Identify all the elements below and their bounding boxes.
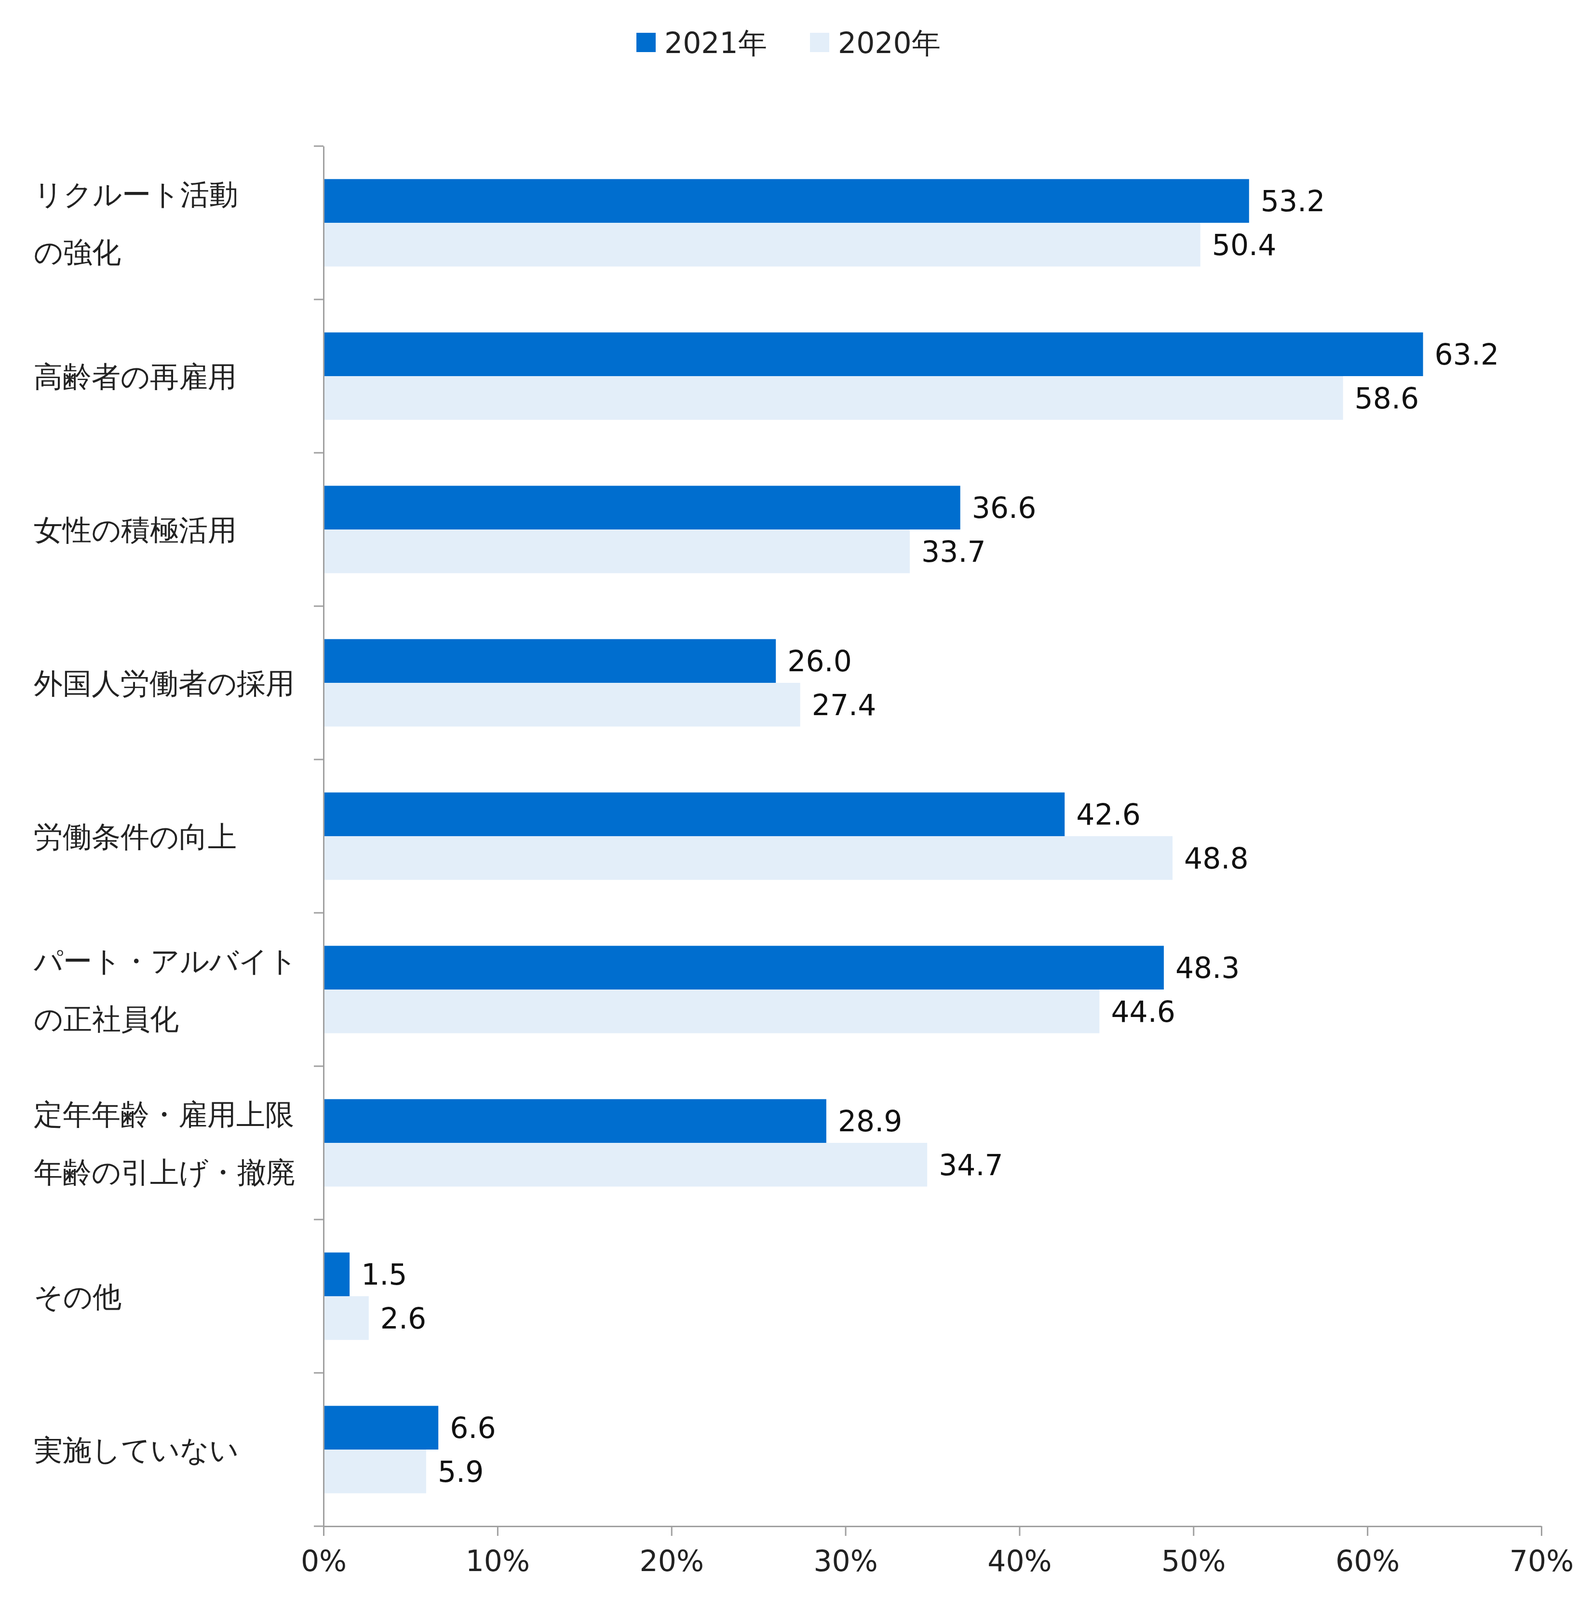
bar: [323, 835, 1173, 880]
tick-label: 50%: [1161, 1543, 1226, 1578]
data-label: 44.6: [1110, 994, 1176, 1029]
tick-mark: [1192, 1525, 1195, 1536]
tick-mark: [313, 145, 324, 148]
tick: 60%: [1335, 1525, 1400, 1578]
bar: [323, 1405, 439, 1450]
tick-mark: [313, 1525, 324, 1527]
tick-mark: [671, 1525, 673, 1536]
data-label: 63.2: [1434, 337, 1500, 372]
bar: [323, 1295, 369, 1340]
data-label: 1.5: [361, 1257, 407, 1292]
bar: [323, 1449, 427, 1494]
tick-label: 20%: [639, 1543, 704, 1578]
bar: [323, 1252, 350, 1296]
data-labels: 53.2 63.2 36.6 26.0 42.6 48.3 28.9 1.5 6.6 50.4 58…: [361, 184, 1499, 1489]
data-label: 27.4: [811, 687, 877, 722]
bar: [323, 682, 801, 727]
tick-mark: [313, 1218, 324, 1221]
category-label: 実施していない: [33, 1432, 239, 1467]
category-label: 女性の積極活用: [33, 512, 237, 547]
data-label: 48.3: [1175, 950, 1241, 985]
legend-label: 2020年: [837, 26, 941, 60]
data-label: 50.4: [1212, 228, 1277, 262]
series-bars: [323, 178, 1424, 1450]
data-label: 6.6: [449, 1410, 496, 1445]
tick: 10%: [465, 1525, 530, 1578]
bar: [323, 529, 910, 574]
tick: 70%: [1509, 1525, 1574, 1578]
bar: [323, 792, 1065, 836]
tick-mark: [1540, 1525, 1543, 1536]
y-axis: [323, 146, 324, 1527]
category-label: 労働条件の向上: [33, 819, 237, 854]
tick-mark: [1366, 1525, 1369, 1536]
tick-label: 70%: [1509, 1543, 1574, 1578]
category-label: リクルート活動の強化: [33, 177, 239, 270]
series-bars: [323, 222, 1344, 1494]
data-label: 36.6: [971, 490, 1037, 525]
tick-mark: [1018, 1525, 1021, 1536]
tick-mark: [323, 1525, 325, 1536]
data-label: 58.6: [1354, 381, 1420, 416]
chart: 53.2 63.2 36.6 26.0 42.6 48.3 28.9 1.5 6.6 50.4 58…: [0, 0, 1591, 1600]
legend: 2021年 2020年: [636, 26, 941, 60]
x-axis: 0% 10% 20% 30% 40% 50% 60% 70%: [300, 1525, 1574, 1578]
bar: [323, 376, 1344, 420]
tick-mark: [313, 1372, 324, 1374]
tick-label: 0%: [300, 1543, 347, 1578]
tick-mark: [845, 1525, 847, 1536]
category-label: その他: [33, 1279, 122, 1314]
data-label: 48.8: [1184, 841, 1249, 876]
bar: [323, 1098, 827, 1143]
tick-mark: [313, 452, 324, 454]
data-label: 26.0: [787, 644, 852, 678]
bar: [323, 989, 1100, 1034]
category-label: 定年年齢・雇用上限年齢の引上げ・撤廃: [33, 1097, 296, 1189]
tick: 0%: [300, 1525, 347, 1578]
tick-label: 10%: [465, 1543, 530, 1578]
data-label: 2.6: [380, 1301, 427, 1335]
category-label: 外国人労働者の採用: [33, 666, 295, 701]
tick-mark: [313, 605, 324, 607]
data-label: 28.9: [837, 1104, 903, 1138]
data-label: 5.9: [437, 1454, 484, 1489]
y-boundary-ticks: [313, 146, 324, 1526]
bar: [323, 638, 776, 683]
tick: 40%: [987, 1525, 1052, 1578]
category-label: パート・アルバイトの正社員化: [33, 943, 298, 1036]
bar: [323, 222, 1201, 267]
bar: [323, 945, 1164, 990]
bar: [323, 178, 1250, 223]
tick-mark: [313, 1065, 324, 1067]
axis-line: [323, 1525, 1542, 1527]
tick-mark: [313, 298, 324, 301]
bars: [323, 178, 1424, 1493]
data-label: 42.6: [1076, 797, 1141, 832]
tick-mark: [313, 912, 324, 914]
legend-swatch: [809, 32, 830, 53]
tick-mark: [313, 758, 324, 761]
legend-swatch: [636, 32, 656, 53]
bar: [323, 485, 961, 530]
tick-label: 30%: [813, 1543, 878, 1578]
bar: [323, 1142, 928, 1187]
tick: 30%: [813, 1525, 878, 1578]
category-label: 高齢者の再雇用: [33, 359, 237, 394]
tick: 50%: [1161, 1525, 1226, 1578]
tick-label: 40%: [987, 1543, 1052, 1578]
tick-mark: [497, 1525, 499, 1536]
tick-label: 60%: [1335, 1543, 1400, 1578]
data-label: 33.7: [921, 534, 986, 569]
bar: [323, 332, 1424, 377]
data-label: 34.7: [938, 1147, 1004, 1182]
category-labels: リクルート活動の強化高齢者の再雇用女性の積極活用外国人労働者の採用労働条件の向上…: [33, 177, 298, 1467]
axis-line: [323, 146, 325, 1527]
legend-label: 2021年: [664, 26, 768, 60]
data-label: 53.2: [1260, 184, 1326, 218]
tick: 20%: [639, 1525, 704, 1578]
